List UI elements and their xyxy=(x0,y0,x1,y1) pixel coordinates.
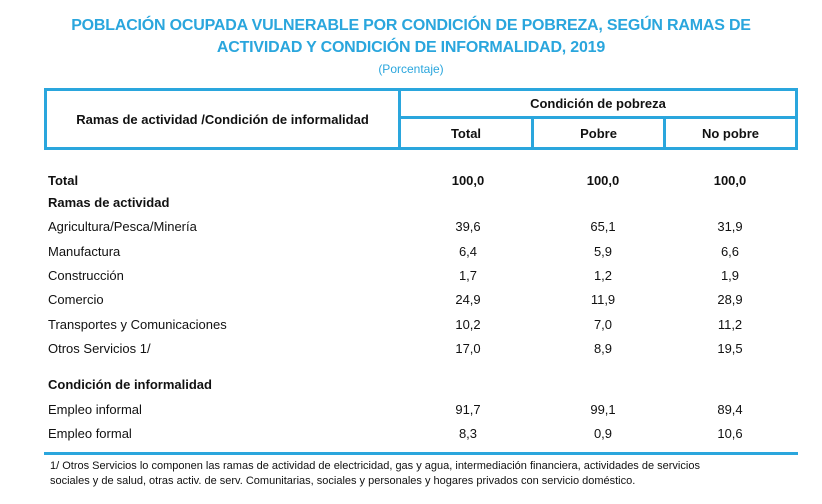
table-title-line-1: POBLACIÓN OCUPADA VULNERABLE POR CONDICI… xyxy=(71,17,751,34)
cell-no-pobre: 31,9 xyxy=(717,219,743,234)
table-row: Agricultura/Pesca/Minería 39,6 65,1 31,9 xyxy=(48,216,798,238)
cell-total: 17,0 xyxy=(455,341,481,356)
row-label: Agricultura/Pesca/Minería xyxy=(48,219,197,234)
footnote-line-2: sociales y de salud, otras activ. de ser… xyxy=(50,475,636,487)
section-header-informalidad: Condición de informalidad xyxy=(48,374,798,396)
cell-no-pobre: 19,5 xyxy=(717,341,743,356)
table-row: Comercio 24,9 11,9 28,9 xyxy=(48,289,798,311)
footnote-line-1: 1/ Otros Servicios lo componen las ramas… xyxy=(50,460,700,472)
cell-total: 91,7 xyxy=(455,402,481,417)
section-label: Ramas de actividad xyxy=(48,195,170,210)
table-title-line-2: ACTIVIDAD Y CONDICIÓN DE INFORMALIDAD, 2… xyxy=(216,39,606,56)
cell-total: 10,2 xyxy=(455,317,481,332)
section-label: Condición de informalidad xyxy=(48,377,212,392)
cell-total: 100,0 xyxy=(451,173,485,188)
table-row: Construcción 1,7 1,2 1,9 xyxy=(48,265,798,287)
cell-no-pobre: 10,6 xyxy=(717,426,743,441)
cell-total: 24,9 xyxy=(455,292,481,307)
section-header-ramas: Ramas de actividad xyxy=(48,192,798,214)
table-row: Transportes y Comunicaciones 10,2 7,0 11… xyxy=(48,314,798,336)
cell-total: 6,4 xyxy=(458,244,478,259)
row-label: Otros Servicios 1/ xyxy=(48,341,151,356)
cell-no-pobre: 6,6 xyxy=(720,244,740,259)
cell-pobre: 5,9 xyxy=(593,244,613,259)
cell-no-pobre: 1,9 xyxy=(720,268,740,283)
row-label: Total xyxy=(48,173,79,188)
table-header: Ramas de actividad /Condición de informa… xyxy=(44,88,798,150)
row-label: Transportes y Comunicaciones xyxy=(48,317,227,332)
group-header-label: Condición de pobreza xyxy=(401,91,795,119)
cell-total: 1,7 xyxy=(458,268,478,283)
column-header-pobre: Pobre xyxy=(534,119,666,147)
row-label: Empleo formal xyxy=(48,426,132,441)
row-label: Comercio xyxy=(48,292,104,307)
cell-pobre: 11,9 xyxy=(590,292,616,307)
cell-total: 8,3 xyxy=(458,426,478,441)
table-row: Otros Servicios 1/ 17,0 8,9 19,5 xyxy=(48,338,798,360)
cell-no-pobre: 11,2 xyxy=(717,317,743,332)
cell-no-pobre: 28,9 xyxy=(717,292,743,307)
column-header-total: Total xyxy=(401,119,534,147)
cell-no-pobre: 100,0 xyxy=(713,173,747,188)
cell-pobre: 0,9 xyxy=(593,426,613,441)
cell-no-pobre: 89,4 xyxy=(717,402,743,417)
cell-pobre: 65,1 xyxy=(590,219,616,234)
cell-pobre: 99,1 xyxy=(590,402,616,417)
row-label: Empleo informal xyxy=(48,402,142,417)
cell-pobre: 7,0 xyxy=(593,317,613,332)
row-label: Construcción xyxy=(48,268,124,283)
table-row: Empleo informal 91,7 99,1 89,4 xyxy=(48,399,798,421)
cell-pobre: 1,2 xyxy=(593,268,613,283)
cell-pobre: 8,9 xyxy=(593,341,613,356)
cell-total: 39,6 xyxy=(455,219,481,234)
row-label: Manufactura xyxy=(48,244,121,259)
table-row-total: Total 100,0 100,0 100,0 xyxy=(48,170,798,192)
cell-pobre: 100,0 xyxy=(586,173,620,188)
footnote: 1/ Otros Servicios lo componen las ramas… xyxy=(50,459,800,489)
footer-divider xyxy=(44,452,798,455)
table-row: Empleo formal 8,3 0,9 10,6 xyxy=(48,423,798,445)
table-subtitle: (Porcentaje) xyxy=(378,62,444,76)
column-header-no-pobre: No pobre xyxy=(701,125,760,141)
row-header-label: Ramas de actividad /Condición de informa… xyxy=(47,91,401,147)
table-row: Manufactura 6,4 5,9 6,6 xyxy=(48,241,798,263)
